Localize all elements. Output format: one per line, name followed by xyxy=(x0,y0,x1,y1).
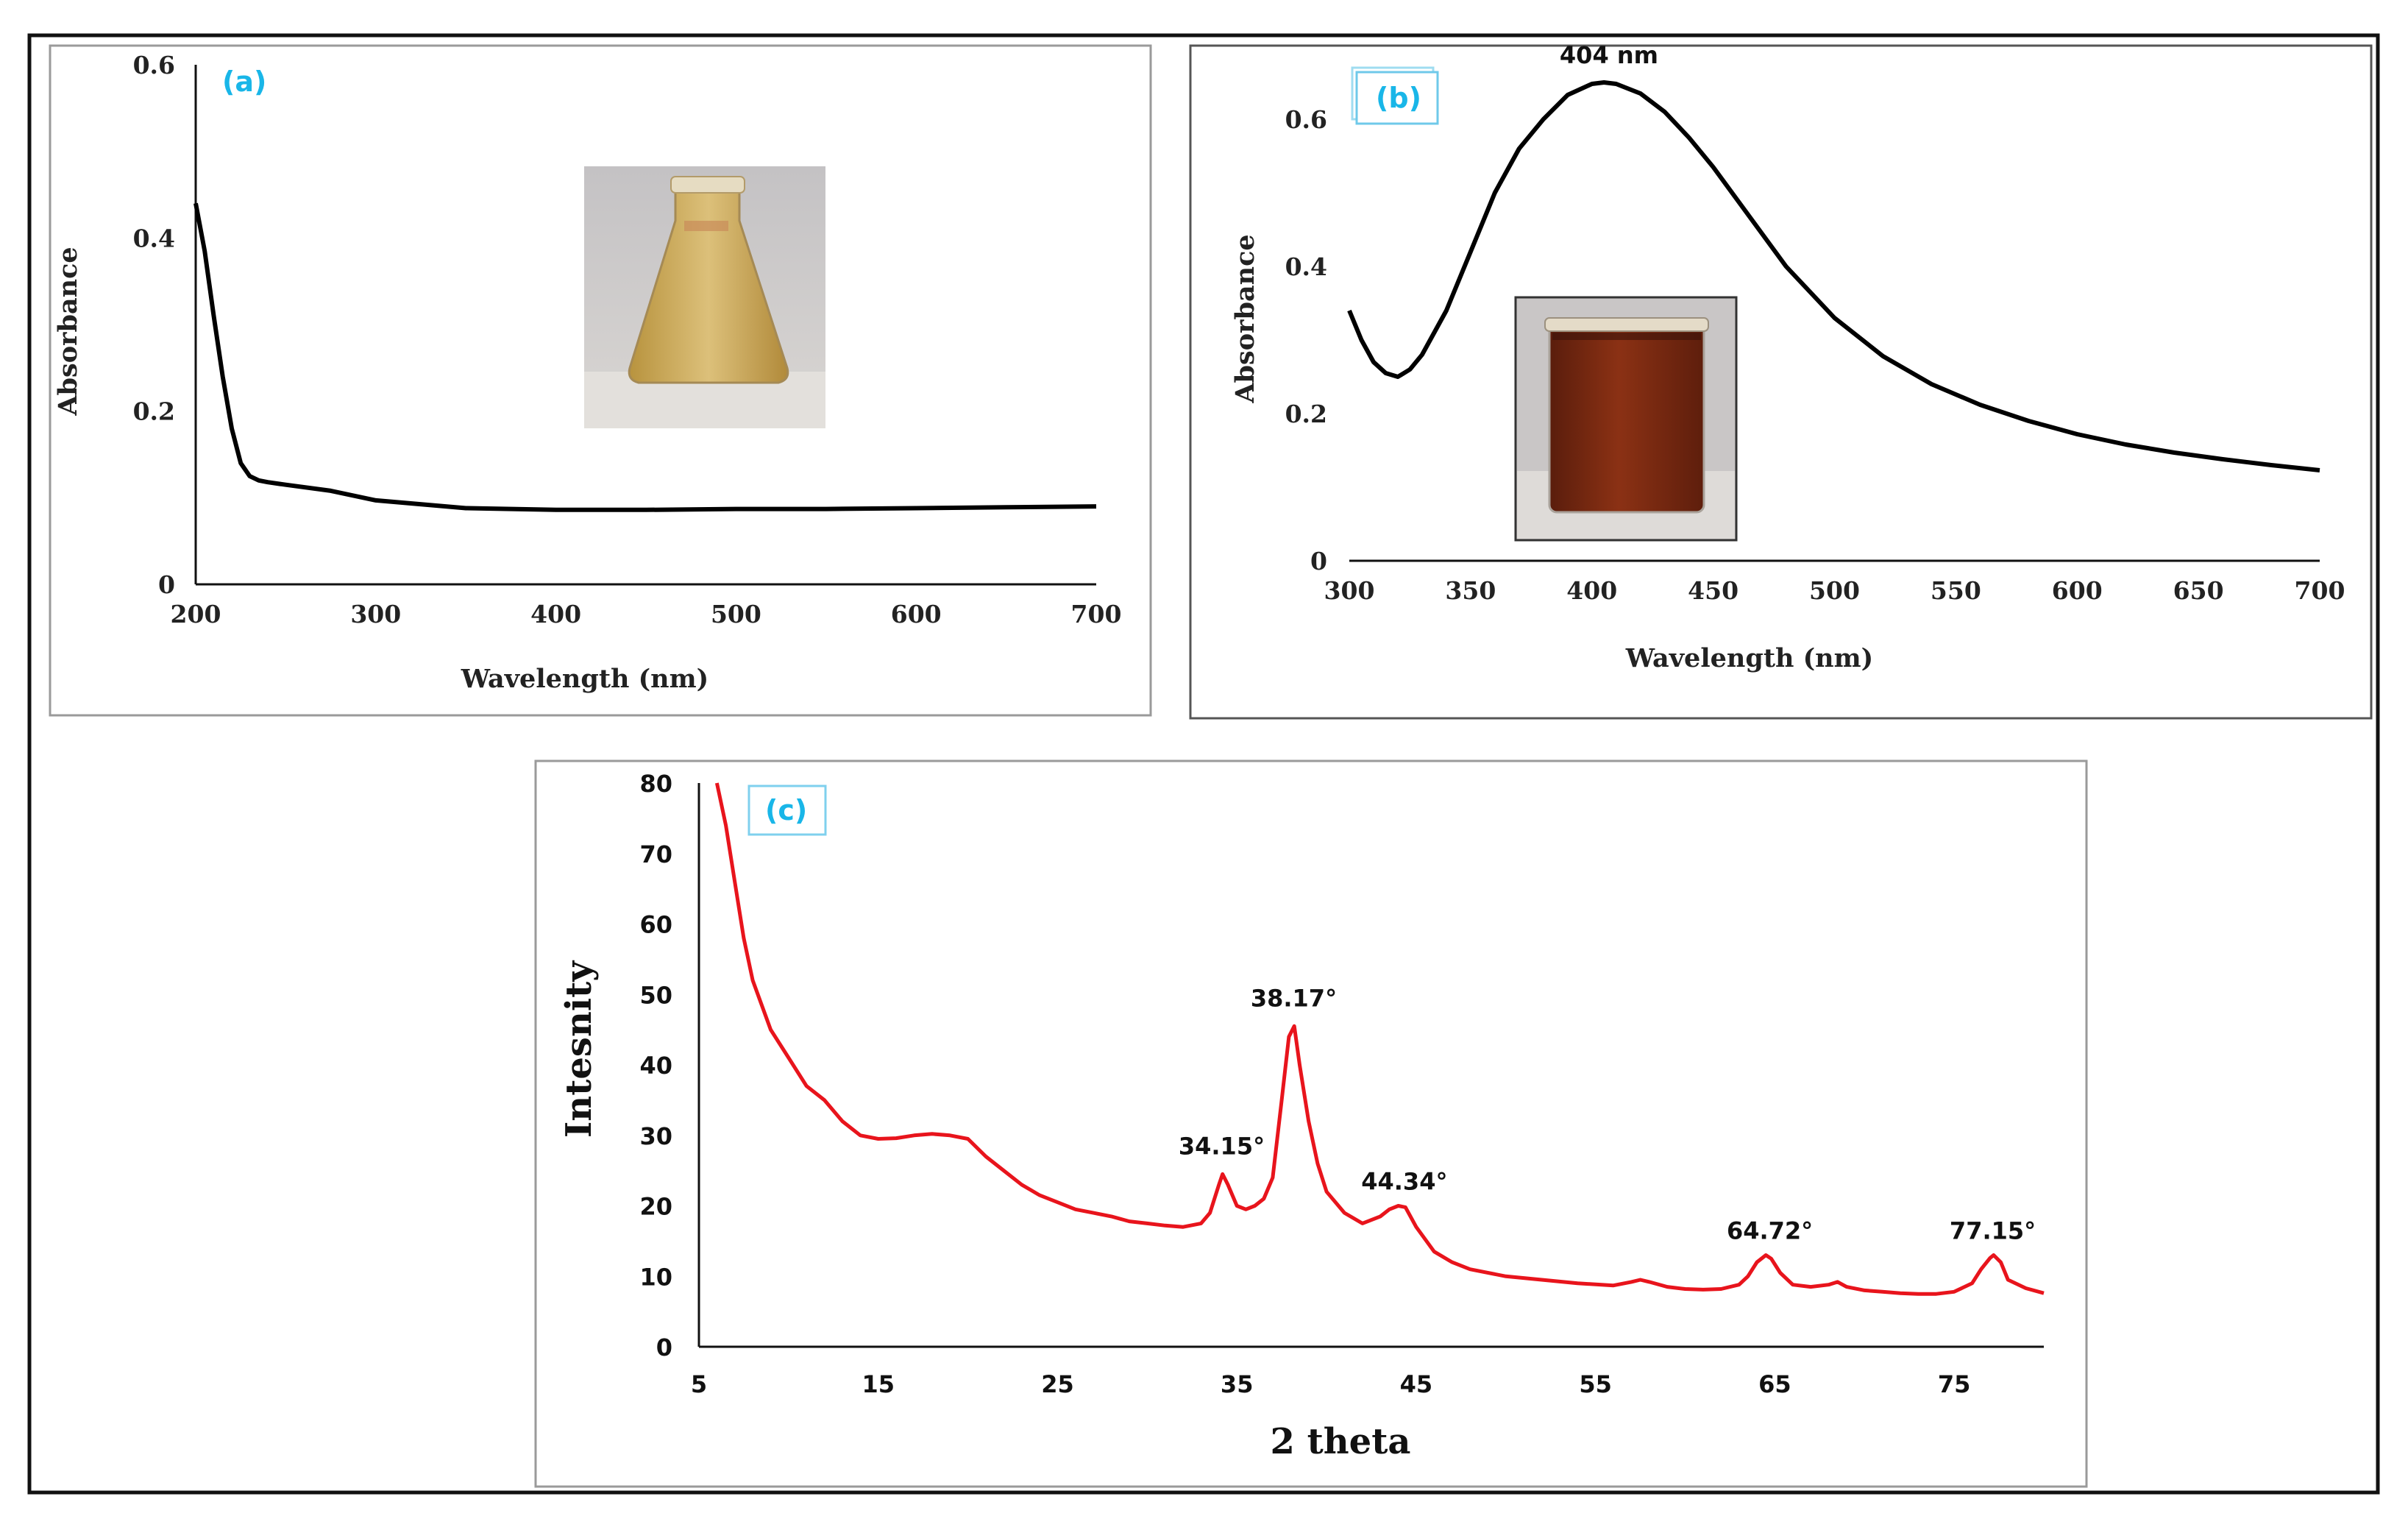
panel-c-x-tick-label: 55 xyxy=(1579,1370,1612,1398)
panel-c-y-tick-label: 60 xyxy=(639,911,672,939)
panel-b-y-tick-label: 0.6 xyxy=(1285,105,1327,134)
panel-c-y-tick-label: 40 xyxy=(639,1052,672,1080)
panel-c-x-tick-label: 25 xyxy=(1041,1370,1074,1398)
panel-a-x-tick-label: 300 xyxy=(350,600,401,628)
panel-b-x-ticks: 300 350 400 450 500 550 600 650 700 xyxy=(1324,576,2345,605)
panel-c-peak-label: 34.15° xyxy=(1179,1133,1265,1161)
panel-c-peak-annotations: 34.15° 38.17° 44.34° 64.72° 77.15° xyxy=(1179,985,2036,1245)
panel-b-x-label: Wavelength (nm) xyxy=(1625,643,1873,673)
panel-c-y-tick-label: 10 xyxy=(639,1263,672,1291)
panel-b-x-tick-label: 650 xyxy=(2173,576,2224,605)
panel-a-y-label: Absorbance xyxy=(53,247,83,416)
panel-b-x-tick-label: 600 xyxy=(2052,576,2103,605)
panel-b-frame xyxy=(1189,44,2373,720)
panel-b-series-line xyxy=(1347,80,2320,472)
panel-c-x-ticks: 5 15 25 35 45 55 65 75 xyxy=(691,1370,1971,1398)
panel-a-y-tick-label: 0.6 xyxy=(133,51,175,79)
panel-a-series-line xyxy=(193,202,1097,512)
figure-border xyxy=(27,33,2380,1495)
panel-c-frame xyxy=(534,759,2088,1488)
panel-a-inset-flask-image xyxy=(584,166,825,428)
panel-c-y-ticks: 0 10 20 30 40 50 60 70 80 xyxy=(639,770,672,1361)
panel-c: 5 15 25 35 45 55 65 75 0 10 20 30 40 50 60 70 80 2 thet… xyxy=(534,759,2088,1488)
panel-a-y-tick-label: 0.2 xyxy=(133,397,175,426)
panel-a-x-tick-label: 500 xyxy=(711,600,761,628)
panel-b-x-tick-label: 700 xyxy=(2295,576,2345,605)
panel-b-peak-annotation: 404 nm xyxy=(1560,41,1658,69)
panel-a: 200 300 400 500 600 700 0 0.2 0.4 0.6 Wavelength… xyxy=(49,44,1152,717)
panel-b-y-tick-label: 0.4 xyxy=(1285,252,1327,281)
panel-a-y-tick-label: 0.4 xyxy=(133,224,175,252)
panel-a-x-ticks: 200 300 400 500 600 700 xyxy=(171,600,1122,628)
panel-a-x-label: Wavelength (nm) xyxy=(461,664,708,694)
panel-c-y-tick-label: 80 xyxy=(639,770,672,798)
panel-a-frame xyxy=(49,44,1152,717)
panel-c-x-tick-label: 15 xyxy=(862,1370,895,1398)
panel-b-x-tick-label: 450 xyxy=(1688,576,1738,605)
panel-c-y-tick-label: 20 xyxy=(639,1193,672,1221)
panel-c-peak-label: 38.17° xyxy=(1251,985,1337,1013)
panel-a-x-tick-label: 700 xyxy=(1071,600,1122,628)
panel-c-peak-label: 77.15° xyxy=(1950,1217,2036,1245)
panel-c-x-tick-label: 65 xyxy=(1758,1370,1791,1398)
panel-b-x-tick-label: 500 xyxy=(1809,576,1860,605)
panel-a-x-tick-label: 600 xyxy=(891,600,942,628)
panel-c-label-box xyxy=(747,785,827,836)
panel-c-x-tick-label: 5 xyxy=(691,1370,707,1398)
panel-c-y-tick-label: 70 xyxy=(639,840,672,868)
panel-c-y-tick-label: 30 xyxy=(639,1122,672,1150)
panel-b-inset-beaker-image xyxy=(1514,296,1738,542)
panel-b-x-tick-label: 400 xyxy=(1566,576,1617,605)
panel-c-peak-label: 64.72° xyxy=(1727,1217,1813,1245)
panel-b-x-tick-label: 350 xyxy=(1445,576,1496,605)
panel-c-x-tick-label: 75 xyxy=(1938,1370,1971,1398)
panel-c-series-line xyxy=(714,782,2045,1296)
panel-c-y-label: Intesnity xyxy=(558,960,600,1138)
panel-a-label: (a) xyxy=(222,65,266,98)
panel-b-y-ticks: 0 0.2 0.4 0.6 xyxy=(1285,105,1327,575)
panel-c-x-label: 2 theta xyxy=(1271,1421,1411,1462)
panel-b-label: (b) xyxy=(1376,82,1421,114)
panel-a-x-tick-label: 400 xyxy=(530,600,581,628)
panel-b-y-tick-label: 0 xyxy=(1310,547,1327,575)
panel-b-x-tick-label: 300 xyxy=(1324,576,1375,605)
panel-c-y-tick-label: 50 xyxy=(639,981,672,1009)
panel-c-y-tick-label: 0 xyxy=(656,1334,672,1361)
panel-b: 300 350 400 450 500 550 600 650 700 0 0.2 0.4 0.6 W… xyxy=(1189,41,2373,720)
panel-a-y-tick-label: 0 xyxy=(158,570,175,599)
panel-c-x-tick-label: 35 xyxy=(1221,1370,1254,1398)
panel-c-peak-label: 44.34° xyxy=(1361,1168,1447,1196)
panel-c-x-tick-label: 45 xyxy=(1400,1370,1433,1398)
panel-b-y-tick-label: 0.2 xyxy=(1285,400,1327,428)
panel-b-x-tick-label: 550 xyxy=(1931,576,1981,605)
panel-a-x-tick-label: 200 xyxy=(171,600,221,628)
panel-b-y-label: Absorbance xyxy=(1230,234,1260,403)
panel-a-y-ticks: 0 0.2 0.4 0.6 xyxy=(133,51,175,599)
panel-c-label: (c) xyxy=(765,794,807,826)
panel-b-label-box-front xyxy=(1355,71,1439,125)
